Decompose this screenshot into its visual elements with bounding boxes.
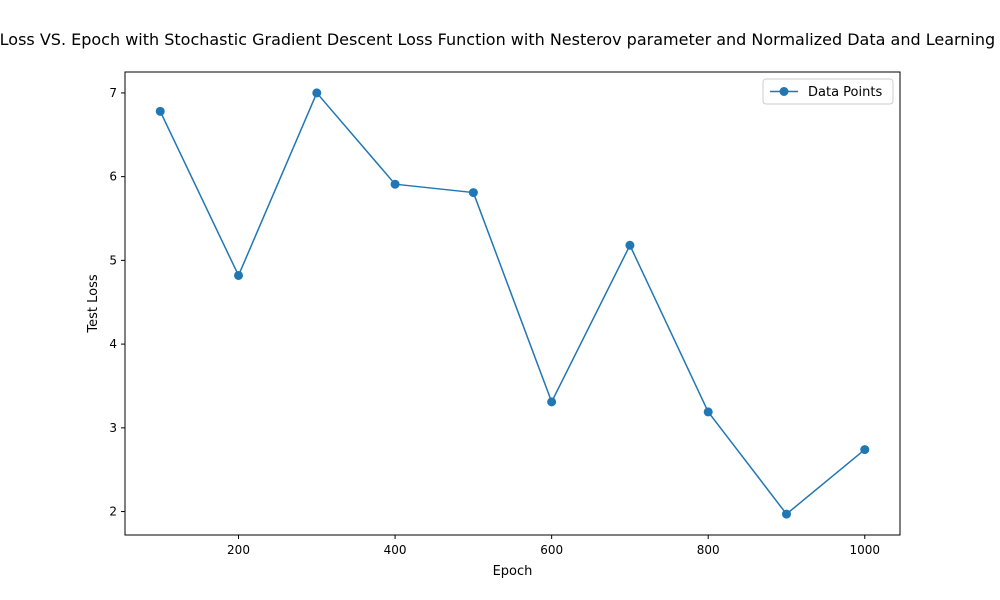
x-axis-label: Epoch [493, 564, 533, 579]
plot-frame [124, 71, 901, 536]
y-tick-label: 3 [109, 421, 117, 435]
y-tick-label: 7 [109, 86, 117, 100]
data-point [234, 270, 244, 280]
chart-title: Test Loss VS. Epoch with Stochastic Grad… [0, 30, 1000, 49]
data-point [625, 240, 635, 250]
data-point [468, 188, 478, 198]
data-point [312, 88, 322, 98]
legend-marker [779, 87, 789, 96]
legend: Data Points [762, 78, 894, 105]
y-tick-label: 6 [109, 170, 117, 184]
x-tick-label: 600 [540, 543, 563, 557]
data-point [155, 106, 165, 116]
x-tick-label: 200 [227, 543, 250, 557]
y-tick-label: 5 [109, 253, 117, 267]
legend-entry-label: Data Points [808, 85, 882, 100]
data-point [781, 509, 791, 519]
data-point [703, 407, 713, 417]
x-tick-label: 400 [384, 543, 407, 557]
y-axis-label: Test Loss [86, 274, 101, 333]
y-tick-label: 4 [109, 337, 117, 351]
data-point [547, 397, 557, 407]
x-tick-label: 1000 [849, 543, 880, 557]
y-tick-label: 2 [109, 505, 117, 519]
x-tick-label: 800 [697, 543, 720, 557]
data-point [860, 445, 870, 455]
legend-box [762, 78, 894, 105]
series-line [159, 92, 866, 515]
data-point [390, 179, 400, 189]
